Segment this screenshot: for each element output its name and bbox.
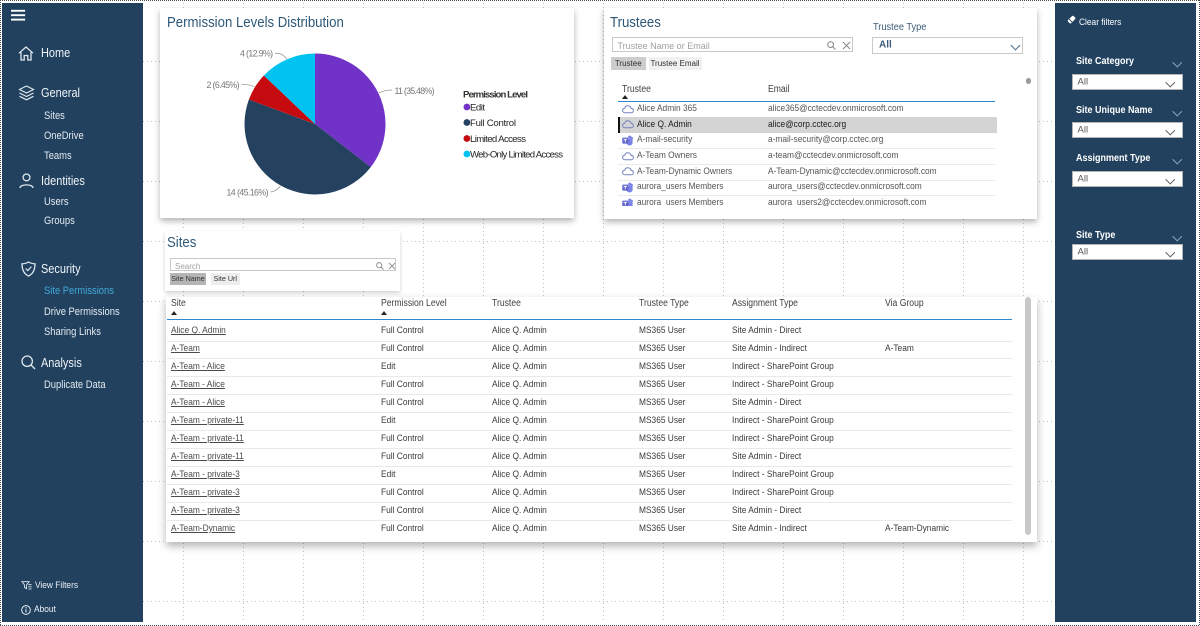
svg-text:Full Control: Full Control (470, 118, 516, 129)
svg-text:11 (35.48%): 11 (35.48%) (395, 86, 435, 96)
svg-text:4 (12.9%): 4 (12.9%) (240, 49, 273, 59)
svg-text:Web-Only Limited Access: Web-Only Limited Access (470, 150, 563, 161)
svg-text:14 (45.16%): 14 (45.16%) (227, 187, 269, 197)
svg-text:Limited Access: Limited Access (470, 134, 526, 145)
svg-text:2 (6.45%): 2 (6.45%) (207, 80, 240, 90)
svg-text:Permission Level: Permission Level (463, 90, 528, 101)
svg-text:Edit: Edit (470, 103, 485, 114)
